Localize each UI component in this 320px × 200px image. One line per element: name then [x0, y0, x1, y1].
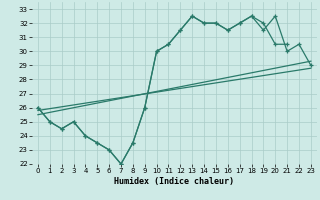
X-axis label: Humidex (Indice chaleur): Humidex (Indice chaleur) — [115, 177, 234, 186]
